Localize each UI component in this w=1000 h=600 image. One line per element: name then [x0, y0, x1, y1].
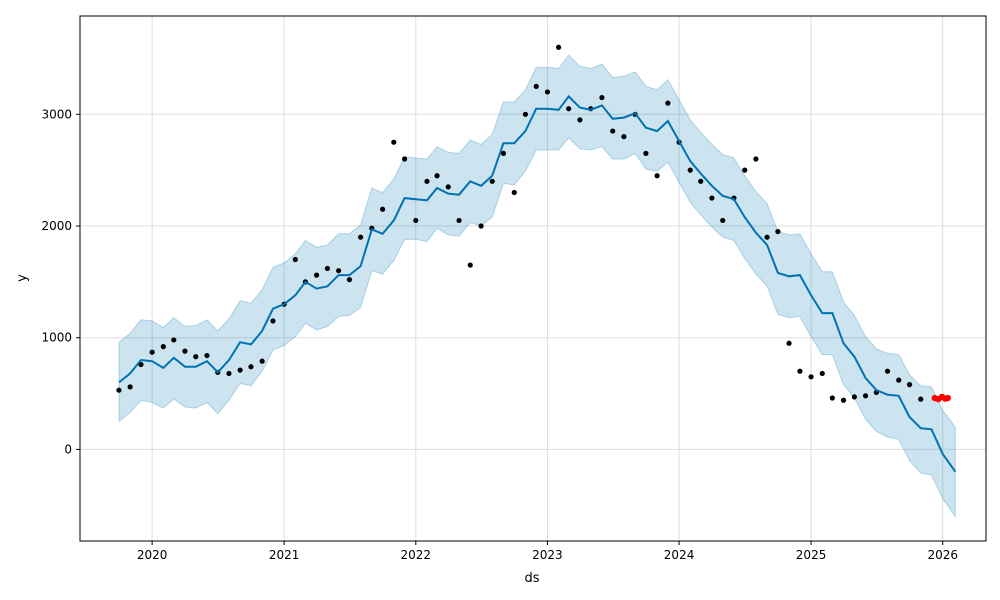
data-point [204, 352, 210, 359]
recent-observations [931, 393, 951, 403]
data-point [829, 395, 835, 401]
data-point [566, 106, 572, 112]
x-axis: 2020 2021 2022 2023 2024 2025 2026 [137, 541, 958, 562]
data-point [171, 337, 177, 343]
data-point [160, 344, 166, 350]
data-point [775, 228, 781, 235]
data-point [533, 83, 539, 89]
data-point [808, 374, 814, 380]
x-tick-label: 2023 [532, 548, 563, 562]
data-point [445, 184, 451, 190]
x-tick-label: 2024 [664, 548, 695, 562]
data-point [500, 150, 507, 156]
data-point [116, 387, 122, 393]
data-point [237, 367, 243, 373]
data-point [193, 354, 199, 360]
data-point [896, 377, 902, 383]
data-point [313, 272, 320, 278]
data-point [522, 111, 529, 117]
data-point [413, 217, 419, 224]
y-tick-label: 2000 [41, 219, 72, 233]
data-point [346, 277, 353, 283]
data-point [797, 368, 803, 374]
data-point [478, 223, 484, 229]
data-point [654, 173, 660, 179]
y-tick-label: 3000 [41, 107, 72, 121]
plot-frame [79, 15, 987, 542]
data-point [402, 156, 408, 162]
data-point [918, 396, 924, 402]
data-point [149, 349, 155, 355]
data-point [786, 340, 792, 346]
y-axis: 0 1000 2000 3000 [41, 107, 80, 456]
data-point [720, 217, 726, 224]
x-tick-label: 2020 [137, 548, 168, 562]
data-point [599, 94, 605, 101]
data-point [753, 156, 759, 162]
data-point [324, 265, 331, 272]
data-point [335, 268, 342, 274]
data-point [434, 173, 440, 179]
data-point [610, 128, 616, 134]
data-point [182, 348, 188, 354]
data-point [906, 382, 913, 388]
data-point [840, 397, 847, 403]
data-point [259, 358, 265, 364]
data-point [556, 44, 562, 50]
data-point [643, 150, 649, 156]
data-point [665, 100, 671, 106]
data-point [248, 364, 254, 370]
data-point [424, 178, 430, 184]
data-point [127, 384, 133, 390]
data-point [862, 393, 869, 399]
recent-data-point [944, 394, 951, 402]
data-point [292, 256, 298, 263]
data-point [467, 262, 473, 268]
data-point [544, 89, 551, 95]
y-axis-label: y [15, 274, 30, 282]
data-point [884, 368, 891, 374]
data-point [577, 117, 583, 123]
data-point [621, 134, 627, 140]
data-point [851, 394, 857, 400]
data-point [511, 189, 517, 196]
x-tick-label: 2025 [796, 548, 827, 562]
data-point [742, 167, 748, 173]
data-point [391, 139, 397, 145]
y-tick-label: 0 [64, 442, 72, 456]
data-point [358, 234, 364, 240]
data-point [709, 195, 715, 201]
x-tick-label: 2026 [927, 548, 958, 562]
x-tick-label: 2021 [269, 548, 300, 562]
data-point [489, 178, 495, 184]
data-point [226, 370, 232, 377]
grid [80, 16, 986, 541]
data-point [764, 234, 770, 240]
y-tick-label: 1000 [41, 331, 72, 345]
data-point [270, 318, 276, 324]
data-point [819, 370, 825, 377]
data-point [698, 178, 704, 184]
uncertainty-band [118, 54, 956, 518]
data-point [687, 167, 693, 173]
data-point [380, 206, 386, 212]
forecast-line [118, 94, 957, 473]
data-point [456, 217, 462, 224]
x-tick-label: 2022 [401, 548, 432, 562]
x-axis-label: ds [524, 571, 539, 586]
